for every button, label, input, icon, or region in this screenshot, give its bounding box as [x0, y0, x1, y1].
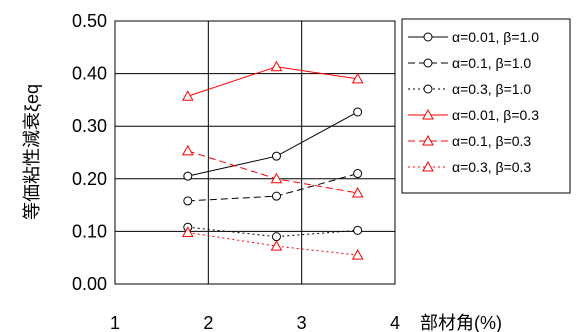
- data-point-triangle: [422, 134, 434, 146]
- x-axis-ticks: 1 2 3 4: [110, 313, 400, 332]
- data-point-triangle: [181, 90, 194, 101]
- data-point-triangle: [181, 144, 194, 156]
- data-point-triangle: [181, 226, 194, 237]
- data-point-circle: [353, 169, 363, 179]
- legend-label: α=0.3, β=0.3: [452, 159, 531, 175]
- legend-item: α=0.1, β=0.3: [408, 133, 531, 149]
- legend-item: α=0.1, β=1.0: [408, 55, 531, 71]
- legend-label: α=0.3, β=1.0: [452, 81, 531, 97]
- data-point-circle: [183, 196, 193, 206]
- y-axis-label: 等価粘性減衰ξeq: [22, 84, 42, 220]
- data-point-triangle: [351, 186, 364, 198]
- legend: α=0.01, β=1.0 α=0.1, β=1.0 α=0.3, β=1.0 α=0…: [408, 29, 539, 175]
- data-point-circle: [423, 32, 433, 42]
- data-point-circle: [353, 225, 363, 235]
- data-point-triangle: [351, 72, 364, 84]
- legend-item: α=0.01, β=1.0: [408, 29, 539, 45]
- data-point-triangle: [351, 249, 364, 260]
- data-point-circle: [271, 191, 281, 201]
- legend-item: α=0.3, β=1.0: [408, 81, 531, 97]
- data-point-circle: [183, 171, 193, 181]
- data-point-circle: [423, 58, 433, 68]
- data-point-triangle: [270, 172, 283, 184]
- series-α=0.01, β=1.0: [183, 107, 363, 181]
- series-α=0.01, β=0.3: [181, 60, 364, 101]
- plot-area: [114, 20, 396, 285]
- x-axis-label: 部材角(%): [420, 313, 502, 332]
- y-tick-label: 0.20: [72, 169, 107, 189]
- legend-label: α=0.01, β=0.3: [452, 107, 539, 123]
- legend-box: [401, 18, 571, 194]
- series-α=0.3, β=1.0: [183, 222, 363, 242]
- series-α=0.1, β=0.3: [181, 144, 364, 198]
- data-point-circle: [353, 107, 363, 117]
- x-tick-label: 1: [110, 313, 120, 332]
- series-α=0.1, β=1.0: [183, 169, 363, 206]
- legend-label: α=0.1, β=0.3: [452, 133, 531, 149]
- data-point-triangle: [422, 108, 434, 120]
- data-point-circle: [423, 84, 433, 94]
- data-point-circle: [271, 151, 281, 161]
- data-point-triangle: [270, 60, 283, 72]
- y-tick-label: 0.50: [72, 11, 107, 31]
- x-tick-label: 2: [203, 313, 213, 332]
- legend-item: α=0.01, β=0.3: [408, 107, 539, 123]
- y-tick-label: 0.40: [72, 64, 107, 84]
- series-group: [181, 60, 364, 260]
- legend-label: α=0.01, β=1.0: [452, 29, 539, 45]
- y-tick-label: 0.00: [72, 274, 107, 294]
- legend-item: α=0.3, β=0.3: [408, 159, 531, 175]
- x-tick-label: 3: [297, 313, 307, 332]
- data-point-triangle: [422, 160, 434, 172]
- y-tick-label: 0.10: [72, 221, 107, 241]
- data-point-triangle: [270, 240, 283, 251]
- y-tick-label: 0.30: [72, 116, 107, 136]
- legend-label: α=0.1, β=1.0: [452, 55, 531, 71]
- data-point-circle: [271, 232, 281, 242]
- x-tick-label: 4: [390, 313, 400, 332]
- series-α=0.3, β=0.3: [181, 226, 364, 260]
- y-axis-ticks: 0.00 0.10 0.20 0.30 0.40 0.50: [72, 11, 107, 294]
